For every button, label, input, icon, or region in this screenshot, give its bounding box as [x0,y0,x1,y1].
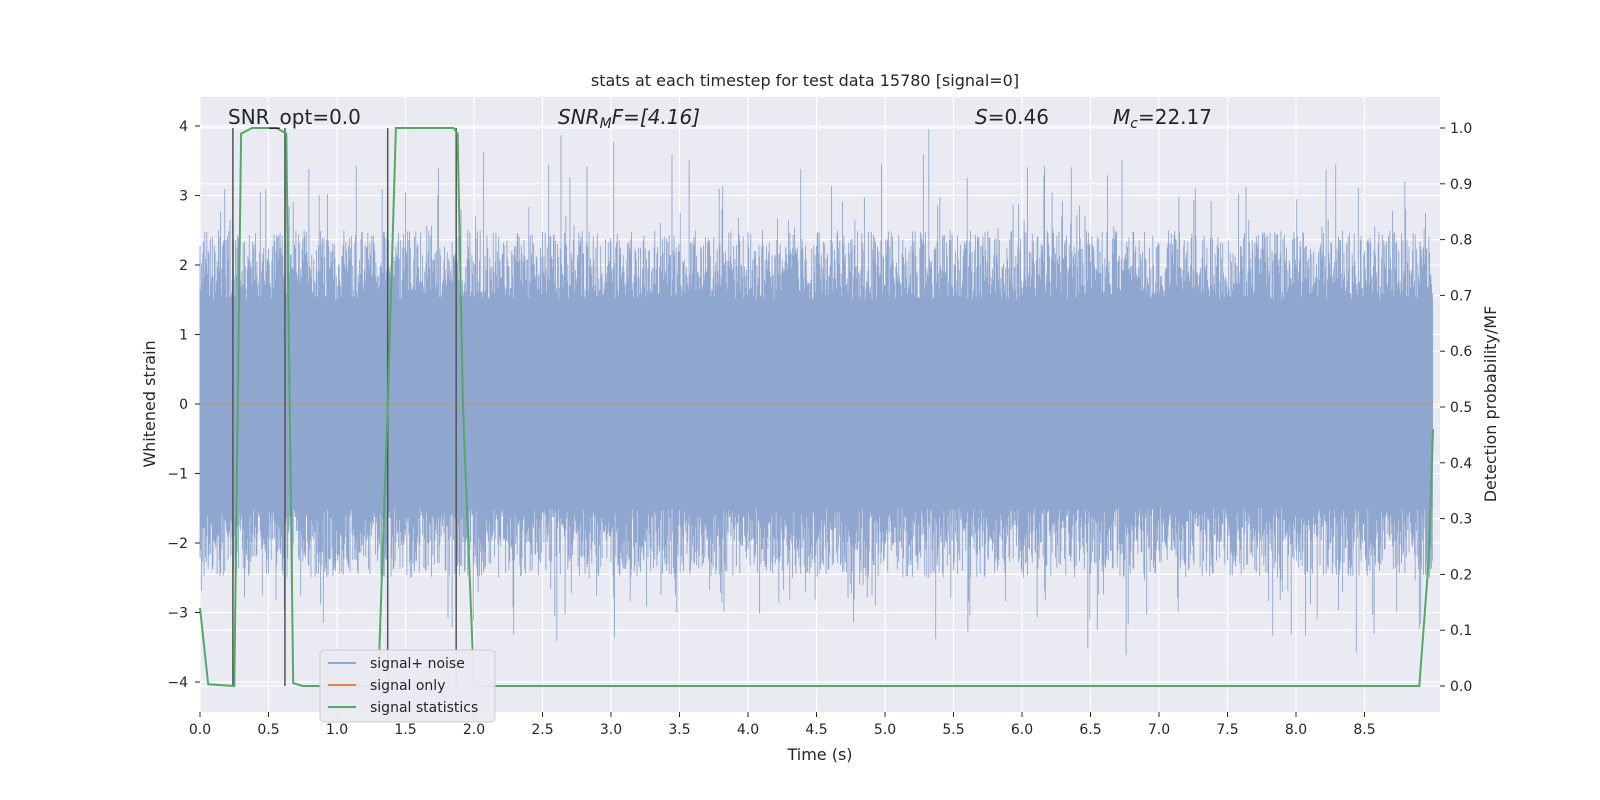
mc-var: M [1113,105,1130,129]
annotation-snr-opt: SNR_opt=0.0 [228,105,361,129]
mc-rest: =22.17 [1138,105,1212,129]
y-axis-right-ticks: 1.0 0.9 0.8 0.7 0.6 0.5 0.4 0.3 0.2 0.1 0.0 [1440,121,1472,695]
x-tick-label: 7.0 [1148,722,1170,738]
x-tick-label: 6.5 [1079,722,1101,738]
x-axis-ticks: 0.0 0.5 1.0 1.5 2.0 2.5 3.0 3.5 4.0 4.5 5.0 5.5 6.0 6… [189,712,1376,738]
mc-sub: c [1130,116,1138,132]
y-tick-label: 1 [179,328,188,344]
legend-box [319,649,496,723]
x-tick-label: 3.5 [668,722,690,738]
y-right-tick-label: 0.1 [1450,623,1472,639]
y-tick-label: −4 [167,675,188,691]
y-tick-label: −3 [167,606,188,622]
x-tick-label: 4.0 [737,722,759,738]
y-tick-label: −1 [167,467,188,483]
y-tick-label: 3 [179,189,188,205]
x-tick-label: 0.5 [257,722,279,738]
y-right-tick-label: 0.4 [1450,456,1472,472]
x-tick-label: 4.5 [805,722,827,738]
x-axis-label: Time (s) [786,745,852,764]
y-tick-label: −2 [167,536,188,552]
signal-statistics-line [199,127,1434,688]
y-right-tick-label: 0.8 [1450,233,1472,249]
y-tick-label: 4 [179,119,188,135]
y-right-tick-label: 0.9 [1450,177,1472,193]
s-var: S [975,105,988,129]
x-tick-label: 8.0 [1285,722,1307,738]
y-axis-right-label: Detection probability/MF [1481,306,1500,503]
x-tick-label: 2.5 [531,722,553,738]
y-right-tick-label: 0.0 [1450,679,1472,695]
y-right-tick-label: 1.0 [1450,121,1472,137]
noise-spikes [199,129,1433,656]
legend-label-signal-noise: signal+ noise [370,656,465,672]
legend-label-signal-statistics: signal statistics [370,700,478,716]
x-tick-label: 1.0 [326,722,348,738]
snr-mf-sub: M [600,116,612,132]
x-tick-label: 1.5 [394,722,416,738]
x-tick-label: 2.0 [463,722,485,738]
y-right-tick-label: 0.2 [1450,567,1472,583]
x-tick-label: 7.5 [1216,722,1238,738]
x-tick-label: 0.0 [189,722,211,738]
x-tick-label: 5.0 [874,722,896,738]
annotation-snr-mf: SNRMF=[4.16] [558,105,700,132]
y-right-tick-label: 0.3 [1450,512,1472,528]
y-tick-label: 2 [179,258,188,274]
x-tick-label: 6.0 [1011,722,1033,738]
s-rest: =0.46 [988,105,1049,129]
legend: signal+ noise signal only signal statist… [319,649,496,723]
signal-statistics-trace [199,127,1434,688]
chart-title: stats at each timestep for test data 157… [591,71,1019,90]
y-right-tick-label: 0.6 [1450,344,1472,360]
annotation-s: S=0.46 [975,105,1049,129]
y-tick-label: 0 [179,397,188,413]
x-tick-label: 8.5 [1353,722,1375,738]
x-tick-label: 5.5 [942,722,964,738]
snr-mf-base: SNR [558,105,600,129]
snr-mf-rest: F=[4.16] [612,105,700,129]
legend-label-signal-only: signal only [370,678,445,694]
y-axis-label: Whitened strain [140,340,159,467]
annotation-mc: Mc=22.17 [1113,105,1212,132]
y-right-tick-label: 0.7 [1450,288,1472,304]
x-tick-label: 3.0 [600,722,622,738]
y-axis-ticks: 4 3 2 1 0 −1 −2 −3 −4 [167,119,200,691]
y-right-tick-label: 0.5 [1450,400,1472,416]
